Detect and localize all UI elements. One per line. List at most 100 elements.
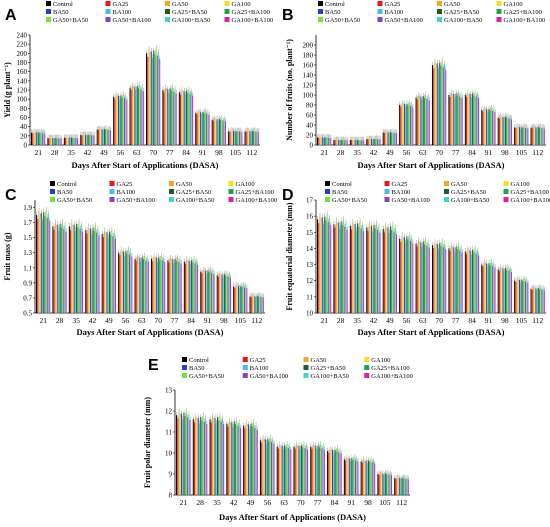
bar (389, 226, 391, 313)
y-tick-label: 13 (165, 387, 173, 395)
bar (184, 415, 186, 495)
bar (503, 118, 505, 145)
y-axis-title: Number of fruits (no. plant⁻¹) (285, 39, 294, 141)
legend-swatch (165, 1, 170, 6)
bar (532, 126, 534, 145)
bar (478, 255, 480, 313)
bar (420, 242, 422, 313)
x-tick-label: 35 (213, 498, 221, 507)
bar (82, 231, 84, 313)
bar (411, 238, 413, 313)
legend-label: GA100+BA100 (232, 17, 274, 24)
bar (402, 240, 404, 313)
bar (412, 243, 414, 313)
bar (239, 427, 241, 495)
bar (302, 447, 304, 495)
bar (181, 90, 183, 145)
bar (140, 89, 142, 145)
bar (177, 257, 179, 313)
legend-label: GA100 (236, 181, 255, 188)
bar (140, 261, 142, 313)
bar (73, 137, 75, 145)
bar (158, 257, 160, 313)
bar (217, 121, 219, 145)
y-tick-label: 220 (17, 41, 28, 49)
bar (343, 459, 345, 495)
x-tick-label: 35 (67, 148, 75, 157)
bar (146, 258, 148, 313)
bar (460, 94, 462, 145)
bar (345, 139, 347, 145)
bar (232, 427, 234, 495)
y-tick-label: 80 (20, 105, 28, 113)
bar (378, 474, 380, 495)
x-tick-label: 112 (251, 316, 262, 325)
bar (93, 135, 95, 145)
bar (534, 127, 536, 145)
bar (248, 131, 250, 145)
bar (482, 266, 484, 313)
bar (299, 449, 301, 495)
bar (113, 233, 115, 313)
bar (120, 95, 122, 145)
legend-label: GA50 (172, 1, 188, 8)
y-tick-label: 200 (303, 42, 314, 50)
bar (346, 457, 348, 495)
bar (388, 233, 390, 313)
bar (101, 129, 103, 145)
legend-swatch (242, 373, 248, 378)
bar (279, 444, 281, 495)
bar (293, 446, 295, 495)
x-tick-label: 56 (403, 316, 411, 325)
x-tick-label: 84 (468, 316, 476, 325)
bar (179, 416, 181, 495)
bars (36, 206, 264, 313)
bar (317, 219, 319, 313)
bar (36, 215, 38, 313)
bar (173, 262, 175, 313)
bar (144, 256, 146, 313)
bar (69, 138, 71, 145)
bar (89, 134, 91, 145)
bar (379, 139, 381, 145)
legend-label: GA50+BA50 (57, 197, 92, 204)
bar (325, 137, 327, 145)
panel-letter-e: E (148, 357, 159, 374)
bar (382, 132, 384, 145)
bar (200, 271, 202, 313)
bar (216, 417, 218, 495)
y-tick-label: 100 (303, 92, 314, 100)
bar (339, 228, 341, 313)
bar (205, 270, 207, 313)
legend-swatch (364, 357, 370, 362)
bar (234, 131, 236, 145)
bar (87, 134, 89, 145)
bar (518, 127, 520, 145)
bar (221, 274, 223, 313)
bar (445, 249, 447, 313)
bar (118, 252, 120, 313)
bar (216, 275, 218, 313)
bar (229, 277, 231, 313)
legend-swatch (105, 9, 111, 14)
bar (112, 236, 114, 313)
bar (221, 118, 223, 145)
bar (375, 223, 377, 313)
bar (137, 88, 139, 145)
bar (96, 232, 98, 313)
bar (100, 129, 102, 145)
bar (54, 137, 56, 145)
y-tick-label: 1.5 (23, 234, 32, 242)
bar (385, 225, 387, 313)
x-axis-title: Days After Start of Applications (DASA) (72, 160, 219, 170)
bar (379, 473, 381, 495)
bar (400, 479, 402, 495)
bar (458, 245, 460, 313)
x-axis-title: Days After Start of Applications (DASA) (358, 327, 505, 337)
legend-swatch (303, 365, 309, 370)
bar (458, 92, 460, 145)
bar (337, 225, 339, 313)
bar (434, 242, 436, 313)
